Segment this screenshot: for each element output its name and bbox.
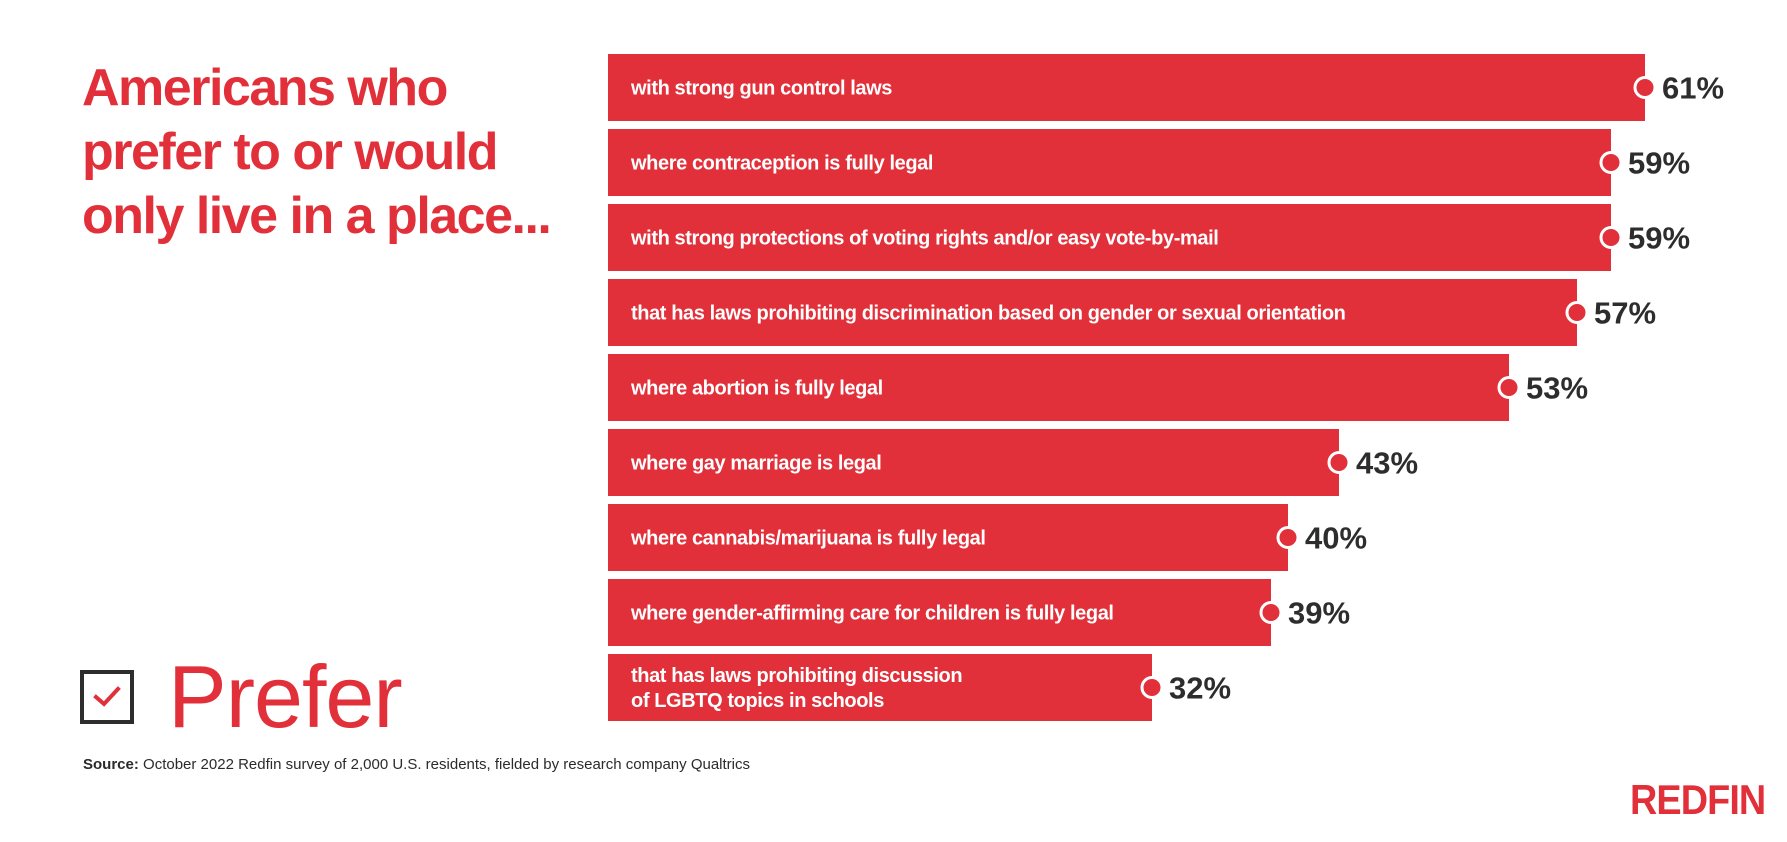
value-label: 61% [1662, 71, 1724, 106]
bar-label: where cannabis/marijuana is fully legal [630, 528, 986, 550]
bar-end-marker [1327, 451, 1351, 474]
value-label: 59% [1628, 221, 1690, 256]
bar-label: where abortion is fully legal [630, 378, 883, 400]
bar [608, 204, 1611, 271]
source-label: Source: [83, 756, 139, 773]
bar [608, 54, 1645, 121]
legend-label: Prefer [168, 647, 403, 746]
bar-label: with strong protections of voting rights… [630, 228, 1218, 250]
legend: Prefer [80, 647, 403, 746]
redfin-logo: REDFIN [1629, 776, 1766, 823]
bar-group: that has laws prohibiting discussion of L… [608, 654, 1231, 721]
bar [608, 504, 1288, 571]
value-label: 32% [1169, 671, 1231, 706]
source-text: October 2022 Redfin survey of 2,000 U.S.… [138, 756, 750, 773]
bar-label: of LGBTQ topics in schools [631, 690, 884, 712]
bar-label: with strong gun control laws [630, 78, 892, 100]
checkbox-checked-icon [80, 670, 134, 724]
bar-end-marker [1497, 376, 1521, 399]
bar-group: where cannabis/marijuana is fully legal 4… [608, 504, 1367, 571]
value-label: 39% [1288, 596, 1350, 631]
bar-end-marker [1565, 301, 1589, 324]
bar [608, 279, 1577, 346]
bar-group: where gender-affirming care for children… [608, 579, 1350, 646]
bar-label: that has laws prohibiting discrimination… [631, 303, 1345, 325]
bar-group: that has laws prohibiting discrimination… [608, 279, 1656, 346]
bar-end-marker [1599, 226, 1623, 249]
bar-label: where gender-affirming care for children… [630, 603, 1114, 625]
bar [608, 354, 1509, 421]
value-label: 40% [1305, 521, 1367, 556]
bar [608, 429, 1339, 496]
bar [608, 129, 1611, 196]
bar-end-marker [1599, 151, 1623, 174]
bar-group: with strong gun control laws 61% [608, 54, 1724, 121]
value-label: 59% [1628, 146, 1690, 181]
source-note: Source: October 2022 Redfin survey of 2,… [83, 756, 750, 773]
bar-label: where contraception is fully legal [630, 153, 933, 175]
bar-label: where gay marriage is legal [630, 453, 881, 475]
chart-title: Americans who prefer to or would only li… [82, 59, 552, 245]
bar-group: where abortion is fully legal 53% [608, 354, 1588, 421]
bar-group: where gay marriage is legal 43% [608, 429, 1418, 496]
bar-end-marker [1140, 676, 1164, 699]
bar [608, 654, 1152, 721]
bar-end-marker [1259, 601, 1283, 624]
value-label: 43% [1356, 446, 1418, 481]
bar-label: that has laws prohibiting discussion [631, 665, 962, 687]
bar-end-marker [1633, 76, 1657, 99]
bar-end-marker [1276, 526, 1300, 549]
value-label: 53% [1526, 371, 1588, 406]
bar-group: with strong protections of voting rights… [608, 204, 1690, 271]
bar-group: where contraception is fully legal 59% [608, 129, 1690, 196]
value-label: 57% [1594, 296, 1656, 331]
bar [608, 579, 1271, 646]
